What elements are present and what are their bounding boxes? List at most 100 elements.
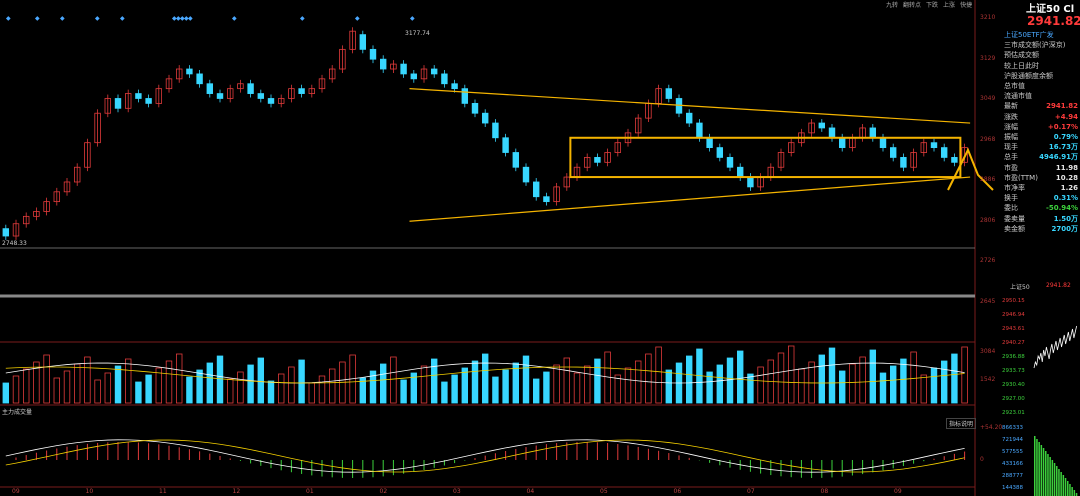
volume-bar xyxy=(104,372,112,404)
mini-volume-bar xyxy=(1075,493,1078,496)
mini-price-line xyxy=(1033,325,1078,369)
mini-volume-tick: 144388 xyxy=(1002,485,1023,491)
quote-label: 最新 xyxy=(1004,102,1018,111)
tool-quick[interactable]: 快捷 xyxy=(960,2,973,9)
mini-price-tick: 2940.27 xyxy=(1002,340,1025,346)
quote-label: 较上日此时 xyxy=(1004,61,1039,70)
range-box xyxy=(569,136,962,179)
volume-bar xyxy=(726,357,734,404)
indicator-name: 主力成交量 xyxy=(2,409,33,416)
volume-tick: 3084 xyxy=(980,348,996,355)
volume-bar xyxy=(186,376,193,404)
candle xyxy=(277,98,285,104)
volume-bar xyxy=(777,352,785,404)
volume-ma-white xyxy=(5,362,965,384)
mini-volume-bar xyxy=(1073,490,1076,496)
month-label: 06 xyxy=(673,488,682,495)
quote-value: +0.17% xyxy=(1047,122,1078,131)
candle xyxy=(390,63,397,70)
signal-diamond: ◆ xyxy=(120,15,125,22)
volume-bar xyxy=(390,356,397,404)
candle xyxy=(726,157,734,168)
candle xyxy=(186,68,193,75)
volume-bar xyxy=(890,365,897,404)
candle xyxy=(22,215,30,225)
volume-bar xyxy=(839,370,846,404)
candle xyxy=(818,122,826,129)
month-label: 09 xyxy=(894,488,902,495)
quote-value: -50.94% xyxy=(1045,204,1078,213)
quote-label: 沪股通额度余额 xyxy=(1004,71,1053,80)
volume-bar xyxy=(430,358,438,404)
quote-label: 涨跌 xyxy=(1004,112,1018,121)
mini-volume-bar xyxy=(1040,445,1043,496)
volume-bar xyxy=(859,356,866,404)
volume-bar xyxy=(594,358,601,404)
volume-bar xyxy=(624,367,632,404)
quote-label: 换手 xyxy=(1004,194,1018,203)
quote-label: 现手 xyxy=(1004,143,1018,152)
volume-bar xyxy=(614,374,622,404)
candle xyxy=(930,142,938,148)
quote-label: 预估成交额 xyxy=(1004,51,1039,60)
volume-bar xyxy=(114,365,122,404)
candle xyxy=(686,112,693,124)
month-label: 04 xyxy=(526,488,535,495)
intraday-mini-chart[interactable]: 2950.15 2946.94 2943.61 2940.27 2936.88 2933.… xyxy=(1000,288,1080,496)
toolbar: 九转 翻转点 下跌 上涨 快捷 xyxy=(886,0,978,12)
candle xyxy=(563,176,571,188)
tool-up[interactable]: 上涨 xyxy=(943,2,956,9)
mini-volume-bar xyxy=(1042,448,1045,496)
mini-volume-tick: 577555 xyxy=(1002,449,1023,455)
price-tick: 3210 xyxy=(980,14,996,21)
mini-volume-tick: 721944 xyxy=(1002,437,1023,443)
candle xyxy=(74,166,81,183)
candle xyxy=(12,223,20,237)
price-tick: 2968 xyxy=(980,135,996,143)
candle xyxy=(104,98,112,114)
candle xyxy=(410,73,418,80)
candle xyxy=(941,147,948,158)
month-label: 05 xyxy=(600,488,608,495)
indicator-help-button[interactable]: 指标说明 xyxy=(946,418,977,429)
candle xyxy=(145,98,152,104)
volume-bar xyxy=(125,358,132,404)
volume-bar xyxy=(808,361,815,404)
price-tick: 2886 xyxy=(980,176,996,183)
tool-jiuzhuan[interactable]: 九转 xyxy=(886,2,899,9)
signal-diamond: ◆ xyxy=(188,15,193,22)
signal-diamond: ◆ xyxy=(184,15,189,22)
candle xyxy=(155,88,163,104)
candle xyxy=(237,83,244,90)
candle xyxy=(879,137,887,148)
tool-fanzhuan[interactable]: 翻转点 xyxy=(903,2,922,9)
signal-diamond: ◆ xyxy=(232,15,237,22)
indicator-line-yellow xyxy=(5,439,965,473)
volume-bar xyxy=(2,382,10,404)
volume-bar xyxy=(553,364,560,404)
mini-volume-bar xyxy=(1064,478,1067,496)
candle xyxy=(53,191,61,203)
candle xyxy=(135,93,142,99)
month-label: 12 xyxy=(232,488,241,495)
candle xyxy=(706,137,713,148)
candle xyxy=(298,88,305,94)
volume-bar xyxy=(747,373,754,404)
candle xyxy=(114,98,122,109)
candle xyxy=(665,88,673,99)
candle xyxy=(318,78,326,90)
volume-bar xyxy=(512,362,520,404)
candle xyxy=(175,68,183,80)
mini-volume-bar xyxy=(1062,475,1065,496)
candle xyxy=(308,88,316,94)
index-name: 上证50 Cl xyxy=(1026,4,1075,15)
signal-diamond: ◆ xyxy=(180,15,185,22)
tool-down[interactable]: 下跌 xyxy=(926,2,939,9)
candle xyxy=(63,181,71,193)
candle xyxy=(33,211,40,217)
volume-bar xyxy=(175,353,183,404)
volume-bar xyxy=(420,365,428,404)
candle xyxy=(359,34,367,50)
quote-value: 2700万 xyxy=(1051,224,1078,233)
